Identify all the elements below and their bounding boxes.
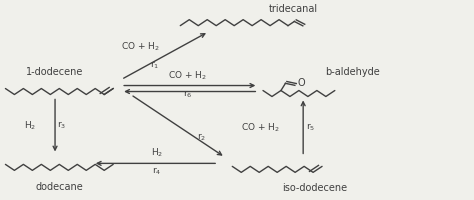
Text: dodecane: dodecane [36,181,83,191]
Text: tridecanal: tridecanal [269,4,318,14]
Text: CO + H$_2$: CO + H$_2$ [121,40,160,52]
Text: O: O [298,78,305,88]
Text: H$_2$: H$_2$ [151,146,163,159]
Text: r$_4$: r$_4$ [152,165,161,177]
Text: r$_2$: r$_2$ [197,131,206,142]
Text: r$_1$: r$_1$ [150,59,159,71]
Text: r$_3$: r$_3$ [57,119,67,131]
Text: b-aldehyde: b-aldehyde [326,66,380,76]
Text: CO + H$_2$: CO + H$_2$ [241,121,280,133]
Text: r$_6$: r$_6$ [182,88,192,100]
Text: iso-dodecene: iso-dodecene [283,182,347,192]
Text: H$_2$: H$_2$ [24,119,36,131]
Text: CO + H$_2$: CO + H$_2$ [168,69,207,82]
Text: r$_5$: r$_5$ [306,121,315,133]
Text: 1-dodecene: 1-dodecene [27,66,84,76]
